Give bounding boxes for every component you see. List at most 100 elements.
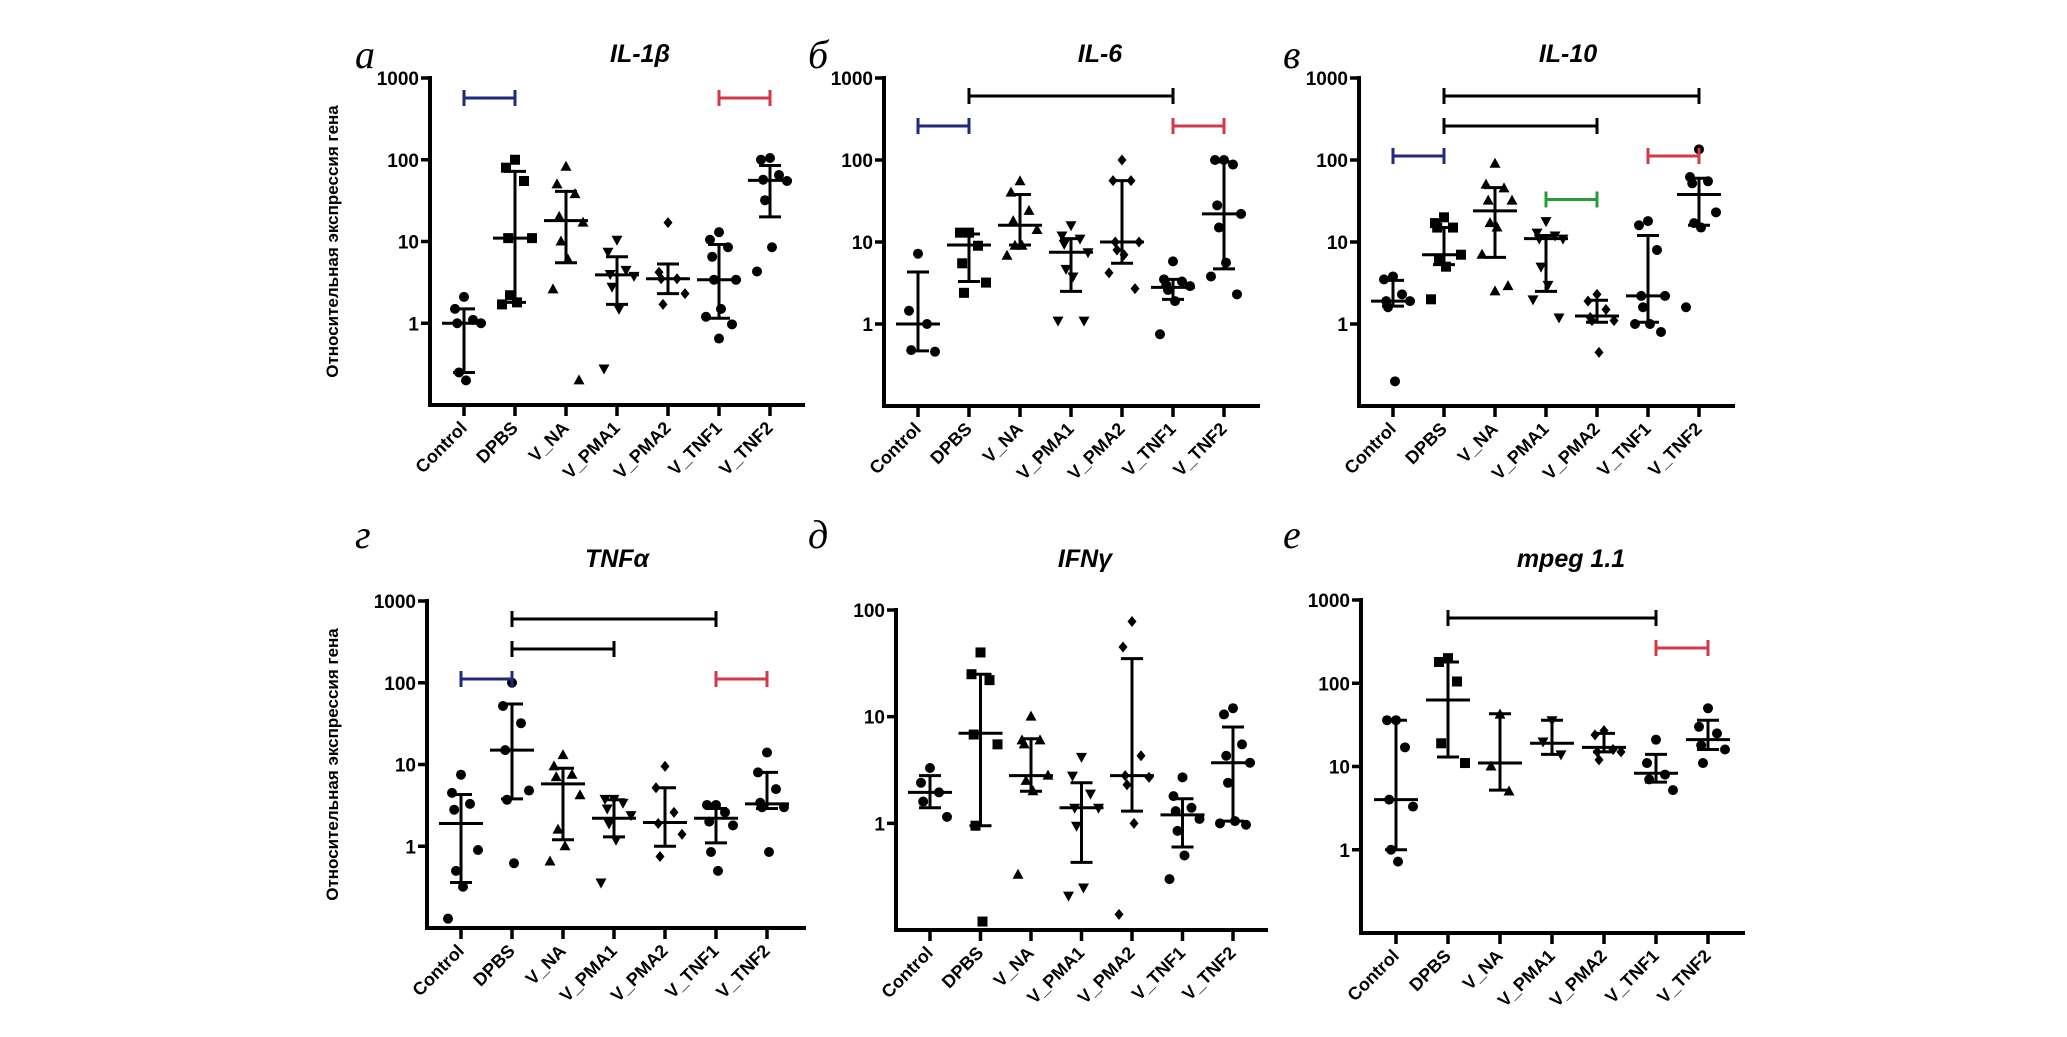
data-point <box>552 823 564 834</box>
data-point <box>548 760 560 771</box>
data-point <box>970 820 981 831</box>
data-point <box>1644 774 1655 785</box>
y-tick-label: 1000 <box>1306 69 1348 90</box>
x-tick-label: DPBS <box>938 943 988 993</box>
data-point <box>1660 769 1670 780</box>
y-tick-label: 10 <box>1327 233 1348 254</box>
data-point <box>1236 208 1246 219</box>
data-point <box>1720 744 1730 755</box>
x-tick-label: V_TNF1 <box>1593 419 1655 481</box>
group-V_TNF2 <box>1686 703 1730 769</box>
data-point <box>555 235 567 246</box>
group-V_NA <box>544 160 589 385</box>
data-point <box>604 270 616 281</box>
data-point <box>774 170 784 181</box>
group-V_PMA1 <box>1524 217 1569 324</box>
data-point <box>1219 155 1229 165</box>
y-tick-label: 1000 <box>831 69 873 90</box>
group-V_NA <box>1473 157 1518 296</box>
data-point <box>756 154 766 165</box>
data-point <box>1237 739 1247 750</box>
data-point <box>669 806 679 818</box>
data-point <box>628 271 640 282</box>
data-point <box>1104 267 1114 279</box>
group-Control <box>908 763 952 822</box>
data-point <box>551 178 563 189</box>
data-point <box>1221 750 1232 761</box>
data-point <box>1071 821 1082 832</box>
data-point <box>1185 281 1195 292</box>
x-tick-label: V_TNF1 <box>1128 943 1190 1005</box>
x-tick-label: V_NA <box>522 941 570 989</box>
panel-title: TNFα <box>585 545 651 573</box>
data-point <box>656 273 666 285</box>
data-point <box>981 277 991 288</box>
data-point <box>660 760 670 772</box>
y-tick-label: 100 <box>841 151 873 172</box>
data-point <box>1034 734 1046 745</box>
x-tick-label: V_TNF2 <box>1653 946 1715 1008</box>
data-point <box>505 290 515 301</box>
x-tick-label: Control <box>408 941 467 1000</box>
data-point <box>1056 231 1068 242</box>
data-point <box>1168 791 1179 802</box>
significance-bracket <box>1442 118 1599 134</box>
data-point <box>1018 738 1030 749</box>
data-point <box>1681 302 1691 313</box>
data-point <box>1601 304 1611 316</box>
data-point <box>450 303 460 314</box>
data-point <box>1136 750 1146 762</box>
significance-bracket <box>1446 610 1658 626</box>
data-point <box>1531 228 1543 239</box>
data-point <box>603 819 615 830</box>
data-point <box>577 216 589 227</box>
data-point <box>1594 754 1604 766</box>
data-point <box>653 817 663 829</box>
data-point <box>468 314 478 325</box>
group-DPBS <box>947 227 991 298</box>
data-point <box>1711 207 1721 218</box>
data-point <box>550 771 562 782</box>
data-point <box>461 375 471 386</box>
data-point <box>1393 856 1403 867</box>
data-point <box>913 248 923 259</box>
data-point <box>1093 803 1104 814</box>
data-point <box>942 811 952 822</box>
data-point <box>1245 757 1255 768</box>
data-point <box>716 303 726 314</box>
group-Control <box>439 769 483 924</box>
group-Control <box>1371 271 1415 387</box>
x-tick-label: V_PMA2 <box>1546 946 1611 1011</box>
x-tick-label: DPBS <box>1401 419 1451 469</box>
data-point <box>1027 785 1039 796</box>
data-point <box>1502 280 1514 291</box>
data-point <box>1164 874 1175 885</box>
data-point <box>1485 760 1497 771</box>
group-V_TNF1 <box>697 227 741 344</box>
y-tick-label: 10 <box>395 756 416 777</box>
group-V_TNF2 <box>745 747 789 858</box>
data-point <box>1130 283 1140 295</box>
data-point <box>1542 280 1554 291</box>
data-point <box>1384 794 1395 805</box>
data-point <box>1527 295 1539 306</box>
data-point <box>728 820 738 831</box>
data-point <box>608 794 620 805</box>
data-point <box>1065 221 1077 232</box>
panel-letter: в <box>1283 32 1300 77</box>
x-tick-label: V_TNF2 <box>712 941 774 1003</box>
significance-bracket <box>717 90 772 106</box>
data-point <box>1076 752 1087 763</box>
data-point <box>762 747 772 758</box>
data-point <box>1383 302 1393 313</box>
data-point <box>1436 738 1447 749</box>
group-DPBS <box>490 677 534 869</box>
data-point <box>598 364 610 375</box>
group-V_PMA1 <box>595 235 640 375</box>
data-point <box>1052 316 1064 327</box>
data-point <box>452 318 463 329</box>
data-point <box>1652 244 1662 255</box>
